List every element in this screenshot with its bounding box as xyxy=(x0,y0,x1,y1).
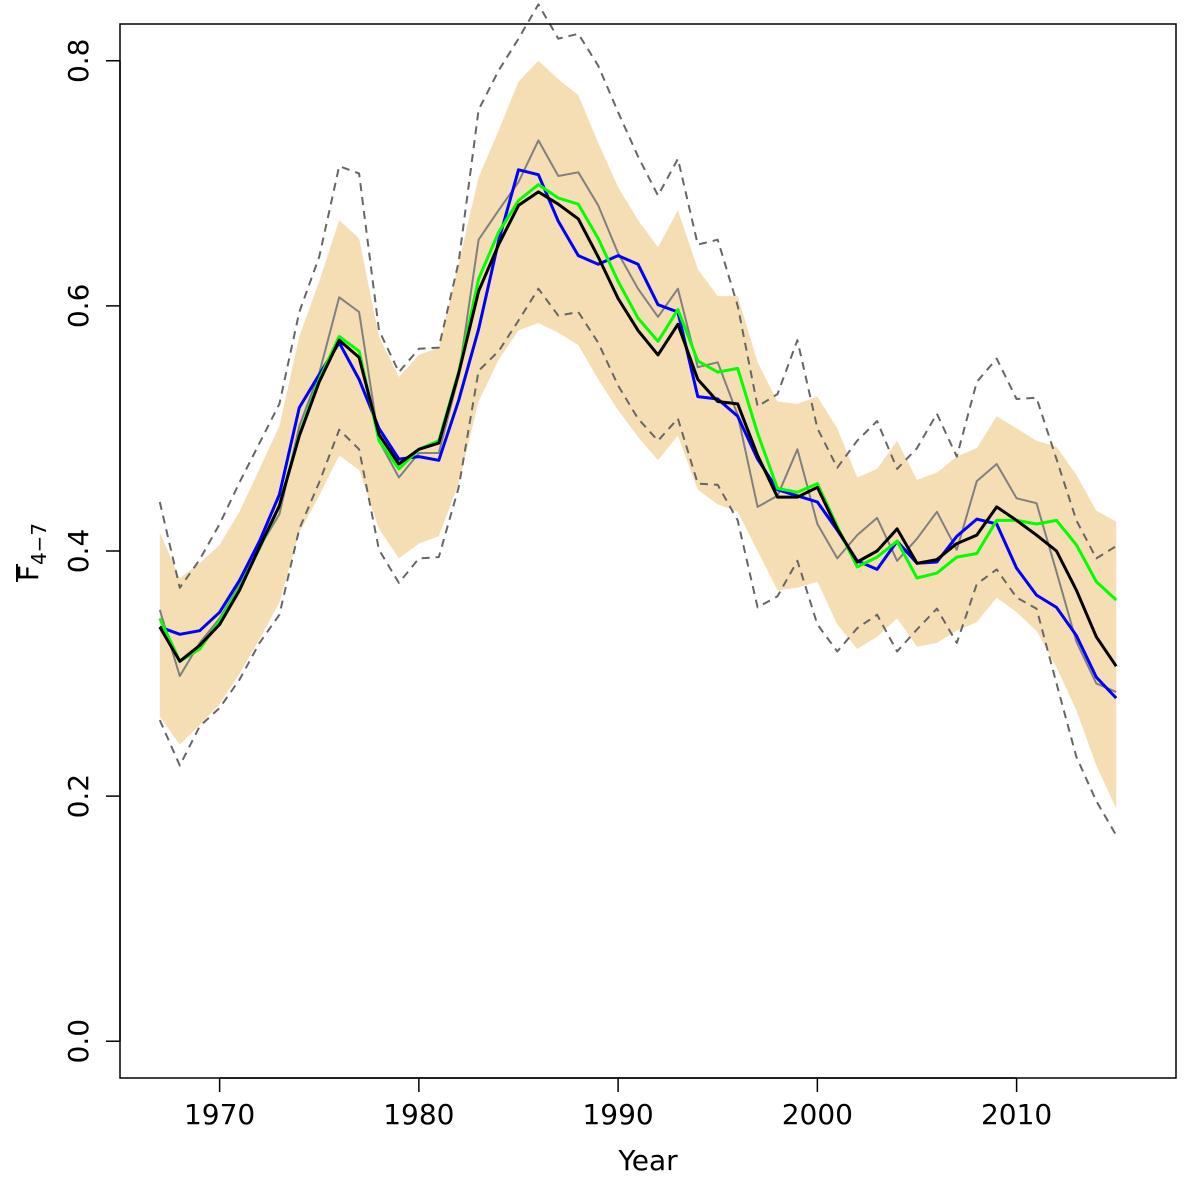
series-line-4 xyxy=(158,3,1117,589)
y-tick-label: 0.0 xyxy=(62,1019,95,1064)
y-tick-label: 0.8 xyxy=(62,39,95,84)
y-axis: 0.0 0.2 0.4 0.6 0.8 xyxy=(62,39,121,1064)
y-axis-title-subscript: 4−7 xyxy=(27,523,51,565)
y-tick-label: 0.6 xyxy=(62,284,95,329)
series-line-0 xyxy=(158,190,1118,668)
confidence-band-layer xyxy=(159,60,1117,809)
series-line-2 xyxy=(159,168,1118,700)
y-tick-label: 0.2 xyxy=(62,774,95,819)
series-layer xyxy=(158,3,1118,836)
confidence-band xyxy=(159,60,1117,809)
x-tick-label: 1990 xyxy=(582,1098,653,1131)
svg-text:F4−7: F4−7 xyxy=(12,523,51,581)
series-line-5 xyxy=(158,287,1118,836)
y-axis-title: F4−7 xyxy=(12,523,51,582)
x-tick-label: 2010 xyxy=(981,1098,1052,1131)
x-tick-label: 1970 xyxy=(184,1098,255,1131)
x-tick-label: 2000 xyxy=(782,1098,853,1131)
x-axis: 1970 1980 1990 2000 2010 xyxy=(184,1077,1052,1131)
x-axis-title: Year xyxy=(617,1144,678,1177)
y-tick-label: 0.4 xyxy=(62,529,95,574)
y-axis-title-main: F xyxy=(12,565,45,581)
x-tick-label: 1980 xyxy=(383,1098,454,1131)
